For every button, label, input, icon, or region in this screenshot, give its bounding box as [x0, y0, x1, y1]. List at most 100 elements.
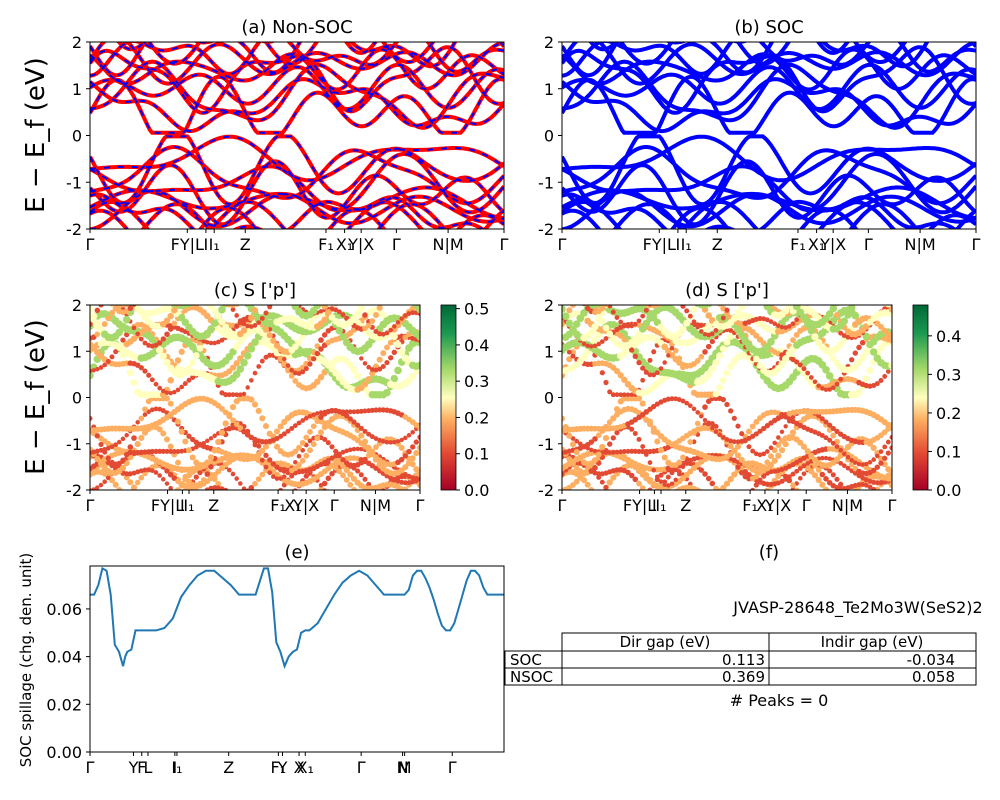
projection-point: [573, 478, 580, 485]
projection-point: [332, 270, 340, 278]
projection-point: [874, 480, 880, 486]
projection-point: [661, 285, 668, 292]
projection-point: [406, 311, 412, 316]
projection-point: [134, 294, 142, 302]
projection-point: [625, 448, 631, 454]
projection-point: [712, 390, 720, 398]
projection-point: [635, 395, 643, 402]
projection-point: [124, 471, 130, 477]
x-tick-label: Γ: [888, 496, 897, 515]
projection-point: [120, 493, 126, 499]
projection-point: [395, 439, 401, 444]
projection-point: [867, 484, 873, 490]
projection-point: [351, 295, 357, 301]
projection-point: [655, 288, 660, 293]
projection-point: [139, 291, 144, 296]
projection-point: [274, 476, 280, 481]
projection-point: [720, 315, 726, 321]
projection-point: [106, 296, 111, 301]
projection-point: [373, 444, 379, 450]
projection-point: [592, 493, 598, 499]
projection-point: [658, 282, 663, 287]
projection-point: [365, 376, 372, 383]
projection-point: [325, 457, 331, 463]
projection-point: [266, 264, 273, 271]
projection-point: [318, 482, 324, 488]
projection-point: [834, 444, 840, 450]
projection-point: [680, 272, 686, 278]
projection-point: [113, 508, 118, 513]
projection-point: [146, 467, 152, 473]
projection-point: [640, 365, 646, 371]
projection-point: [790, 321, 796, 327]
projection-point: [569, 305, 577, 308]
projection-point: [610, 309, 616, 315]
colorbar-tick-label: 0.1: [464, 445, 489, 464]
projection-point: [569, 441, 577, 448]
x-tick-label: Y|X: [292, 496, 319, 515]
projection-point: [395, 496, 401, 502]
projection-point: [336, 309, 342, 315]
projection-point: [208, 485, 214, 490]
projection-point: [787, 419, 792, 424]
projection-point: [769, 517, 774, 522]
projection-point: [417, 298, 424, 305]
projection-point: [417, 482, 420, 489]
y-tick-label: 0: [72, 127, 82, 146]
projection-point: [610, 392, 616, 398]
projection-point: [253, 500, 258, 505]
projection-point: [317, 295, 325, 303]
projection-point: [318, 461, 324, 468]
projection-point: [665, 396, 671, 402]
projection-point: [695, 521, 701, 527]
projection-point: [646, 418, 654, 425]
projection-point: [753, 431, 759, 437]
projection-point: [779, 324, 785, 330]
projection-point: [643, 448, 649, 455]
projection-point: [403, 516, 407, 520]
projection-point: [116, 273, 123, 280]
projection-point: [625, 276, 632, 283]
projection-point: [402, 276, 409, 283]
projection-point: [702, 519, 708, 525]
x-tick-label: X: [294, 758, 305, 777]
projection-point: [212, 340, 218, 346]
x-tick-label: L: [143, 758, 152, 777]
projection-point: [329, 455, 335, 461]
projection-point: [834, 312, 840, 318]
projection-point: [786, 474, 792, 480]
projection-point: [156, 288, 164, 296]
projection-point: [189, 454, 196, 461]
projection-point: [698, 520, 704, 526]
projection-point: [138, 494, 144, 500]
projection-point: [717, 519, 722, 524]
projection-point: [222, 409, 229, 416]
table-header-indir: Indir gap (eV): [821, 633, 924, 651]
projection-point: [413, 450, 420, 457]
projection-point: [721, 520, 726, 525]
projection-point: [790, 482, 796, 489]
projection-point: [131, 435, 137, 441]
projection-point: [566, 516, 572, 522]
projection-point: [625, 469, 631, 476]
projection-point: [383, 272, 391, 280]
projection-point: [684, 308, 690, 314]
projection-point: [720, 396, 726, 403]
projection-point: [238, 318, 243, 323]
projection-point: [229, 348, 237, 356]
y-tick-label: 2: [544, 296, 554, 315]
projection-point: [614, 286, 620, 292]
projection-point: [358, 432, 365, 439]
projection-point: [314, 350, 320, 357]
projection-point: [640, 313, 646, 319]
projection-point: [830, 472, 836, 478]
projection-point: [607, 441, 613, 447]
projection-point: [340, 312, 346, 318]
y-tick-label: 0.00: [46, 743, 82, 762]
projection-point: [380, 331, 386, 337]
projection-point: [768, 319, 774, 324]
projection-point: [574, 272, 580, 278]
projection-point: [816, 291, 821, 296]
projection-point: [282, 356, 287, 362]
projection-point: [376, 297, 383, 304]
